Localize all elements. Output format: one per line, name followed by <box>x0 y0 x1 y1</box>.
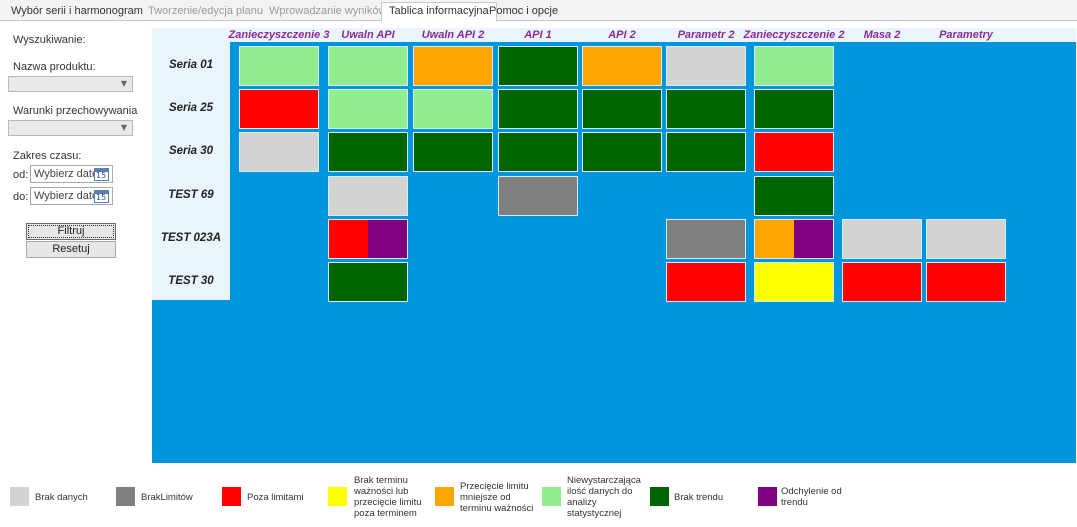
legend-label: Odchylenie od trendu <box>781 486 842 508</box>
status-cell[interactable] <box>328 176 408 216</box>
status-cell[interactable] <box>328 46 408 86</box>
legend-swatch <box>222 487 241 506</box>
legend-swatch <box>116 487 135 506</box>
status-cell[interactable] <box>754 262 834 302</box>
legend-label: Brak danych <box>35 491 88 503</box>
reset-button[interactable]: Resetuj <box>26 241 116 258</box>
status-cell[interactable] <box>498 176 578 216</box>
column-header: API 1 <box>524 29 552 41</box>
row-header: Seria 25 <box>168 102 214 114</box>
legend-label: Przecięcie limitu mniejsze od terminu wa… <box>460 480 534 514</box>
legend-swatch <box>542 487 561 506</box>
time-range-label: Zakres czasu: <box>13 150 82 162</box>
date-from-picker[interactable]: Wybierz datę 15 <box>30 165 113 183</box>
storage-label: Warunki przechowywania <box>13 105 138 117</box>
column-header: Masa 2 <box>863 29 901 41</box>
status-cell[interactable] <box>754 219 834 259</box>
date-from-placeholder: Wybierz datę <box>34 168 99 180</box>
row-header: TEST 30 <box>168 275 214 287</box>
status-cell[interactable] <box>582 132 662 172</box>
legend-label: Niewystarczająca ilość danych do analizy… <box>567 475 641 519</box>
status-cell[interactable] <box>754 176 834 216</box>
status-cell-part <box>794 220 833 258</box>
row-header: TEST 023A <box>160 232 222 244</box>
status-cell[interactable] <box>842 262 922 302</box>
column-header: Zanieczyszczenie 3 <box>228 29 330 41</box>
status-cell[interactable] <box>498 132 578 172</box>
status-cell[interactable] <box>582 46 662 86</box>
calendar-icon[interactable]: 15 <box>94 168 109 181</box>
status-cell[interactable] <box>666 219 746 259</box>
status-cell[interactable] <box>239 132 319 172</box>
date-to-picker[interactable]: Wybierz datę 15 <box>30 187 113 205</box>
legend-swatch <box>650 487 669 506</box>
row-header-strip <box>152 42 230 300</box>
column-header: Parametr 2 <box>677 29 735 41</box>
date-to-placeholder: Wybierz datę <box>34 190 99 202</box>
status-cell[interactable] <box>498 89 578 129</box>
legend-label: Poza limitami <box>247 491 304 503</box>
status-cell[interactable] <box>754 132 834 172</box>
legend-swatch <box>328 487 347 506</box>
status-cell[interactable] <box>239 89 319 129</box>
search-title: Wyszukiwanie: <box>13 34 86 46</box>
status-cell[interactable] <box>666 132 746 172</box>
product-label: Nazwa produktu: <box>13 61 96 73</box>
status-cell[interactable] <box>328 89 408 129</box>
status-cell[interactable] <box>239 46 319 86</box>
status-cell[interactable] <box>926 219 1006 259</box>
from-label: od: <box>13 169 29 181</box>
chevron-down-icon: ▼ <box>120 123 127 132</box>
tab-info-board[interactable]: Tablica informacyjna <box>381 2 497 22</box>
tab-bar: Wybór serii i harmonogram Tworzenie/edyc… <box>0 0 1077 22</box>
chevron-down-icon: ▼ <box>120 79 127 88</box>
column-header-strip <box>152 28 1076 42</box>
legend-label: Brak terminu ważności lub przecięcie lim… <box>354 475 422 519</box>
status-cell[interactable] <box>666 46 746 86</box>
legend-label: Brak trendu <box>674 491 724 503</box>
tab-series-schedule[interactable]: Wybór serii i harmonogram <box>11 5 143 17</box>
row-header: TEST 69 <box>168 189 214 201</box>
legend-swatch <box>435 487 454 506</box>
column-header: Uwaln API 2 <box>421 29 485 41</box>
status-cell[interactable] <box>413 46 493 86</box>
product-combo[interactable]: ▼ <box>8 76 133 92</box>
status-cell[interactable] <box>328 262 408 302</box>
status-cell-part <box>755 220 794 258</box>
to-label: do: <box>13 191 29 203</box>
tab-results-entry[interactable]: Wprowadzanie wyników <box>269 5 387 17</box>
tab-plan-edit[interactable]: Tworzenie/edycja planu <box>148 5 263 17</box>
calendar-icon[interactable]: 15 <box>94 190 109 203</box>
legend-swatch <box>10 487 29 506</box>
status-cell[interactable] <box>498 46 578 86</box>
status-cell[interactable] <box>842 219 922 259</box>
column-header: API 2 <box>608 29 636 41</box>
column-header: Uwaln API <box>341 29 395 41</box>
legend-label: BrakLimitów <box>141 491 193 503</box>
column-header: Zanieczyszczenie 2 <box>743 29 845 41</box>
status-cell[interactable] <box>328 219 408 259</box>
status-cell-part <box>368 220 407 258</box>
storage-combo[interactable]: ▼ <box>8 120 133 136</box>
legend-swatch <box>758 487 777 506</box>
row-header: Seria 30 <box>168 145 214 157</box>
status-cell[interactable] <box>926 262 1006 302</box>
status-cell[interactable] <box>413 132 493 172</box>
status-cell[interactable] <box>754 89 834 129</box>
status-cell[interactable] <box>666 262 746 302</box>
status-cell[interactable] <box>413 89 493 129</box>
tab-help-options[interactable]: Pomoc i opcje <box>489 5 559 17</box>
status-cell[interactable] <box>582 89 662 129</box>
status-cell[interactable] <box>754 46 834 86</box>
row-header: Seria 01 <box>168 59 214 71</box>
status-cell[interactable] <box>666 89 746 129</box>
status-cell-part <box>329 220 368 258</box>
status-cell[interactable] <box>328 132 408 172</box>
filter-button[interactable]: Filtruj <box>26 223 116 240</box>
column-header: Parametry <box>939 29 993 41</box>
